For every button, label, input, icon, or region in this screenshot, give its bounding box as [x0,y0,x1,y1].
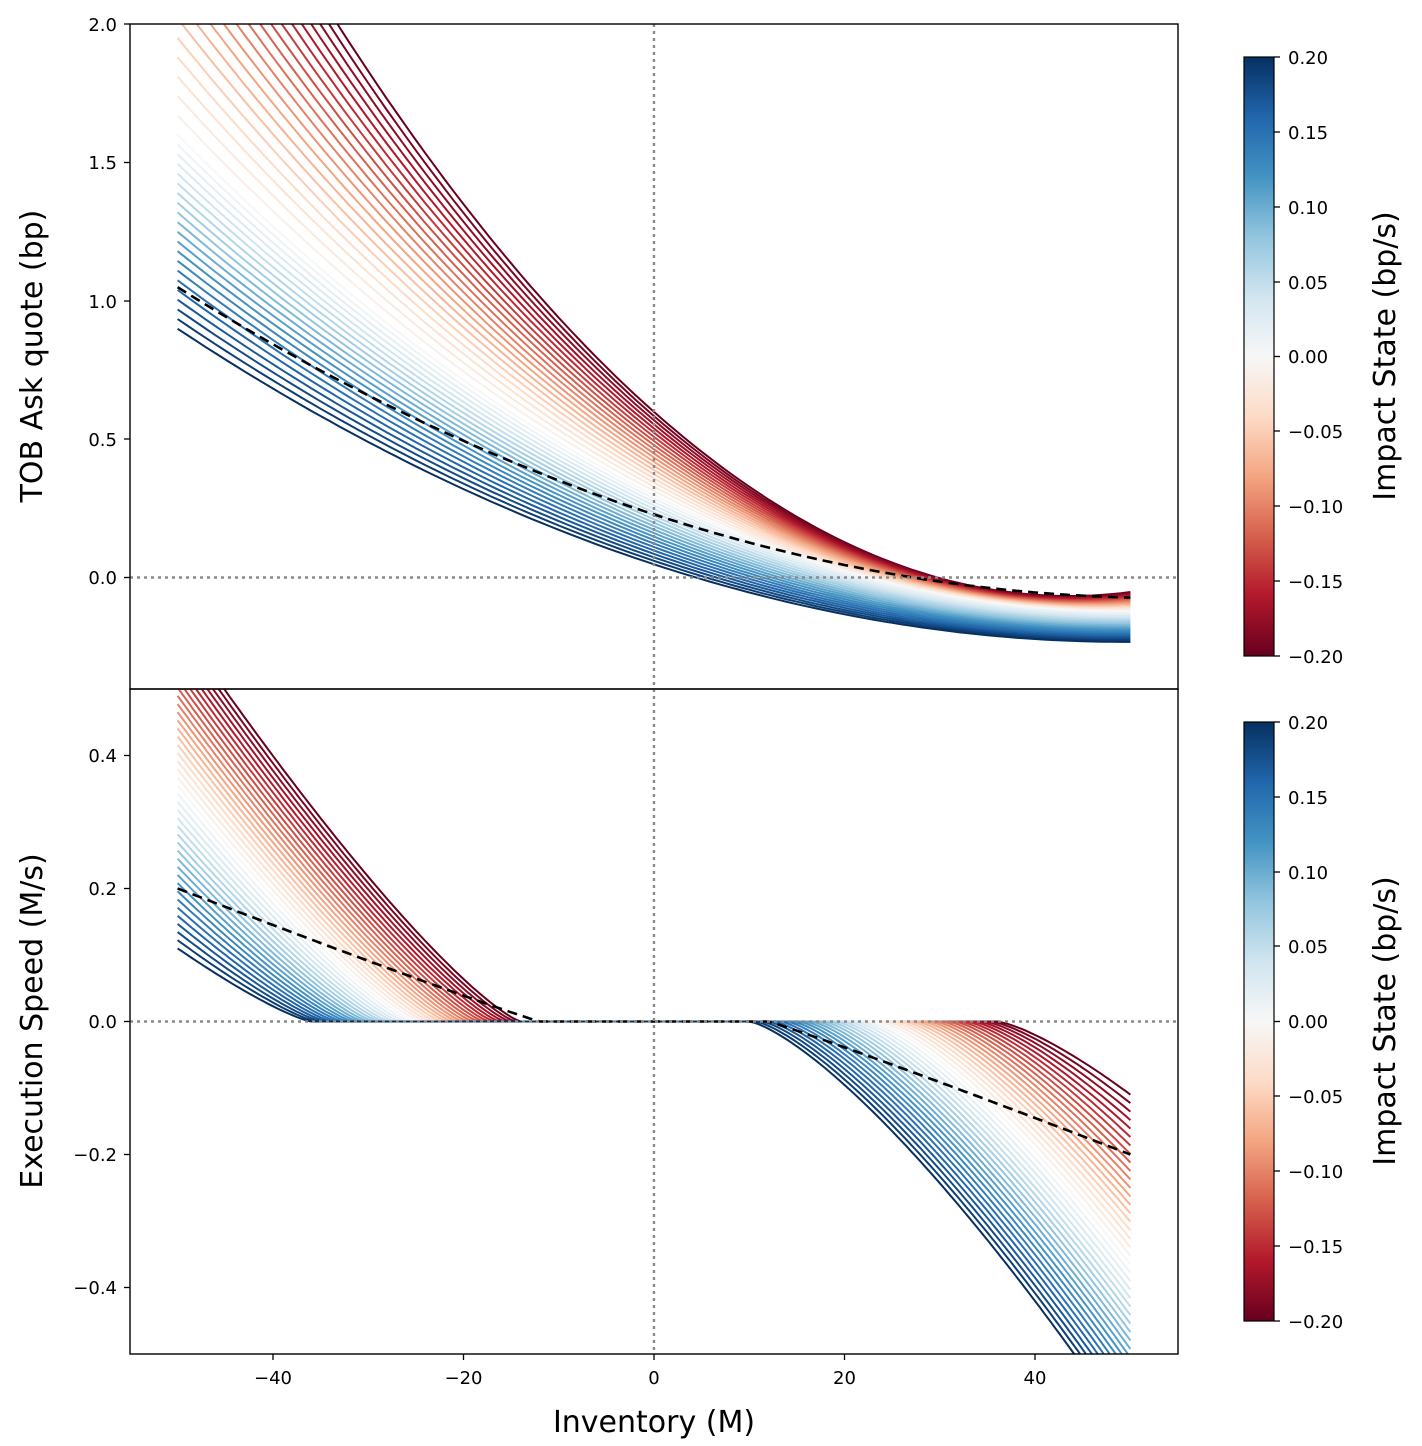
bottom-colorbar-tick-label: −0.05 [1288,1087,1343,1108]
top-colorbar-tick-label: −0.15 [1288,572,1343,593]
top-ytick-label: 2.0 [88,15,117,36]
bottom-colorbar-tick-label: 0.05 [1288,937,1328,958]
top-colorbar-tick-label: −0.20 [1288,647,1343,668]
bottom-ytick-label: −0.2 [73,1145,117,1166]
xtick-label: 20 [833,1368,856,1389]
top-ytick-label: 1.0 [88,292,117,313]
bottom-panel: −0.4 −0.2 0.0 0.2 0.4 −40 −20 0 20 40 Ex… [15,688,1179,1440]
bottom-ytick-label: 0.2 [88,879,117,900]
bottom-colorbar: 0.20 0.15 0.10 0.05 0.00 −0.05 −0.10 −0.… [1243,713,1403,1333]
xtick-label: 40 [1024,1368,1047,1389]
bottom-colorbar-tick-label: −0.10 [1288,1162,1343,1183]
bottom-ytick-label: −0.4 [73,1278,117,1299]
bottom-ytick-label: 0.0 [88,1012,117,1033]
bottom-colorbar-label: Impact State (bp/s) [1368,876,1403,1165]
top-ytick-label: 0.0 [88,568,117,589]
top-colorbar-tick-label: 0.20 [1288,48,1328,69]
top-colorbar-tick-label: 0.15 [1288,123,1328,144]
top-impact-curve [177,298,1131,639]
top-colorbar-label: Impact State (bp/s) [1368,211,1403,500]
top-impact-curve [270,24,1131,603]
top-colorbar-tick-label: 0.05 [1288,273,1328,294]
top-impact-curve [280,24,1131,602]
top-impact-curve [176,260,1131,633]
top-colorbar-ticks: 0.20 0.15 0.10 0.05 0.00 −0.05 −0.10 −0.… [1274,48,1343,668]
top-panel: 0.0 0.5 1.0 1.5 2.0 TOB Ask quote (bp) [15,15,1179,690]
bottom-colorbar-tick-label: 0.20 [1288,713,1328,734]
bottom-colorbar-tick-label: 0.10 [1288,863,1328,884]
top-colorbar-tick-label: 0.00 [1288,347,1328,368]
bottom-impact-curve [176,906,1106,1354]
bottom-yticks: −0.4 −0.2 0.0 0.2 0.4 [73,746,130,1299]
top-impact-curve [176,163,1131,617]
top-impact-curve [176,153,1131,616]
bottom-colorbar-tick-label: 0.00 [1288,1012,1328,1033]
top-yticks: 0.0 0.5 1.0 1.5 2.0 [88,15,130,589]
bottom-ylabel: Execution Speed (M/s) [15,853,50,1188]
top-impact-curve [177,318,1131,642]
bottom-colorbar-tick-label: 0.15 [1288,788,1328,809]
top-impact-curve [176,143,1131,614]
bottom-impact-curve [176,858,1132,1342]
bottom-reference-dashed-line [177,887,1131,1156]
bottom-colorbar-tick-label: −0.15 [1288,1237,1343,1258]
xtick-label: −20 [445,1368,483,1389]
top-impact-curve [177,279,1131,636]
xtick-label: −40 [254,1368,292,1389]
xlabel: Inventory (M) [553,1405,755,1440]
bottom-colorbar-gradient [1243,721,1275,1322]
bottom-ytick-label: 0.4 [88,746,117,767]
bottom-colorbar-ticks: 0.20 0.15 0.10 0.05 0.00 −0.05 −0.10 −0.… [1274,713,1343,1333]
top-colorbar-tick-label: −0.05 [1288,422,1343,443]
top-impact-curve [176,221,1131,627]
top-impact-curve [176,240,1131,630]
top-ylabel: TOB Ask quote (bp) [15,210,50,504]
top-impact-curve [176,182,1131,621]
top-ytick-label: 1.5 [88,153,117,174]
xtick-label: 0 [648,1368,659,1389]
top-colorbar-gradient [1243,56,1275,657]
top-colorbar-tick-label: 0.10 [1288,198,1328,219]
top-ytick-label: 0.5 [88,430,117,451]
top-colorbar: 0.20 0.15 0.10 0.05 0.00 −0.05 −0.10 −0.… [1243,48,1403,668]
bottom-xticks: −40 −20 0 20 40 [254,1354,1046,1389]
top-impact-curve [176,201,1131,624]
bottom-colorbar-tick-label: −0.20 [1288,1312,1343,1333]
top-colorbar-tick-label: −0.10 [1288,497,1343,518]
